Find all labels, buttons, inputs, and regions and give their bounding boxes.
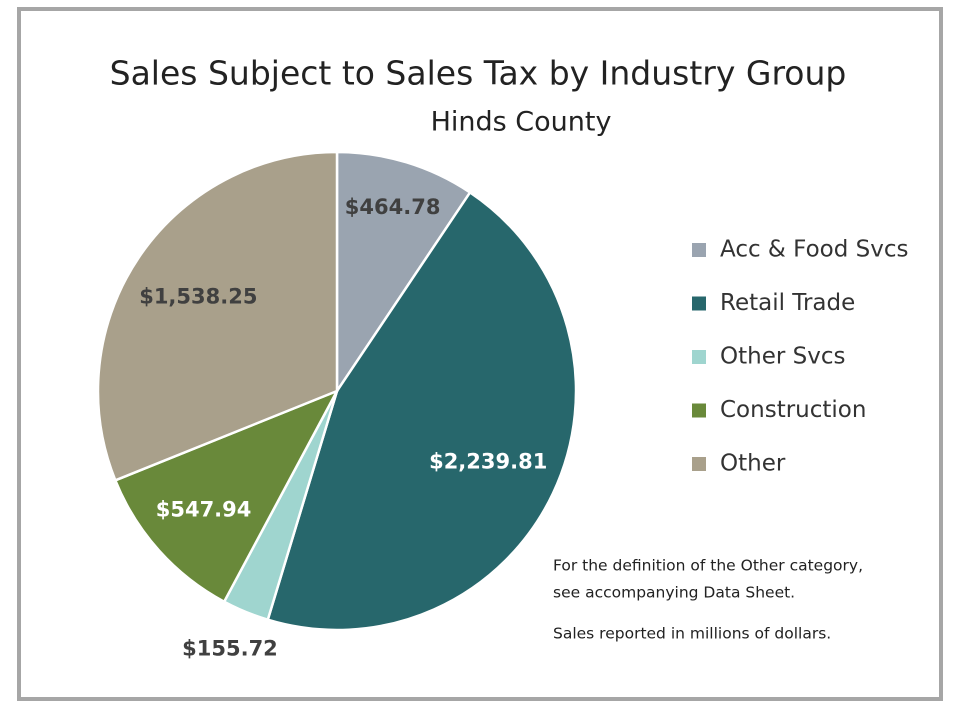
legend-label: Acc & Food Svcs <box>720 237 908 263</box>
legend-swatch <box>692 243 706 257</box>
data-label: $1,538.25 <box>139 284 257 308</box>
legend-label: Other Svcs <box>720 344 845 370</box>
pie-slice <box>96 150 339 482</box>
note: see accompanying Data Sheet. <box>553 584 795 602</box>
data-label: $155.72 <box>182 636 278 660</box>
note: Sales reported in millions of dollars. <box>553 625 831 643</box>
data-label: $464.78 <box>345 195 441 219</box>
chart-subtitle: Hinds County <box>431 107 612 138</box>
legend-label: Retail Trade <box>720 290 855 316</box>
chart-title: Sales Subject to Sales Tax by Industry G… <box>110 54 847 93</box>
legend-swatch <box>692 296 706 311</box>
legend-label: Construction <box>720 397 866 423</box>
legend-swatch <box>692 457 706 471</box>
pie-slice <box>266 190 578 632</box>
legend-swatch <box>692 403 706 418</box>
note: For the definition of the Other category… <box>553 557 863 575</box>
legend-swatch <box>692 350 706 364</box>
legend-label: Other <box>720 451 786 477</box>
data-label: $547.94 <box>156 498 252 522</box>
pie-slice <box>335 150 472 396</box>
data-label: $2,239.81 <box>429 450 547 474</box>
pie-slice <box>113 388 340 604</box>
